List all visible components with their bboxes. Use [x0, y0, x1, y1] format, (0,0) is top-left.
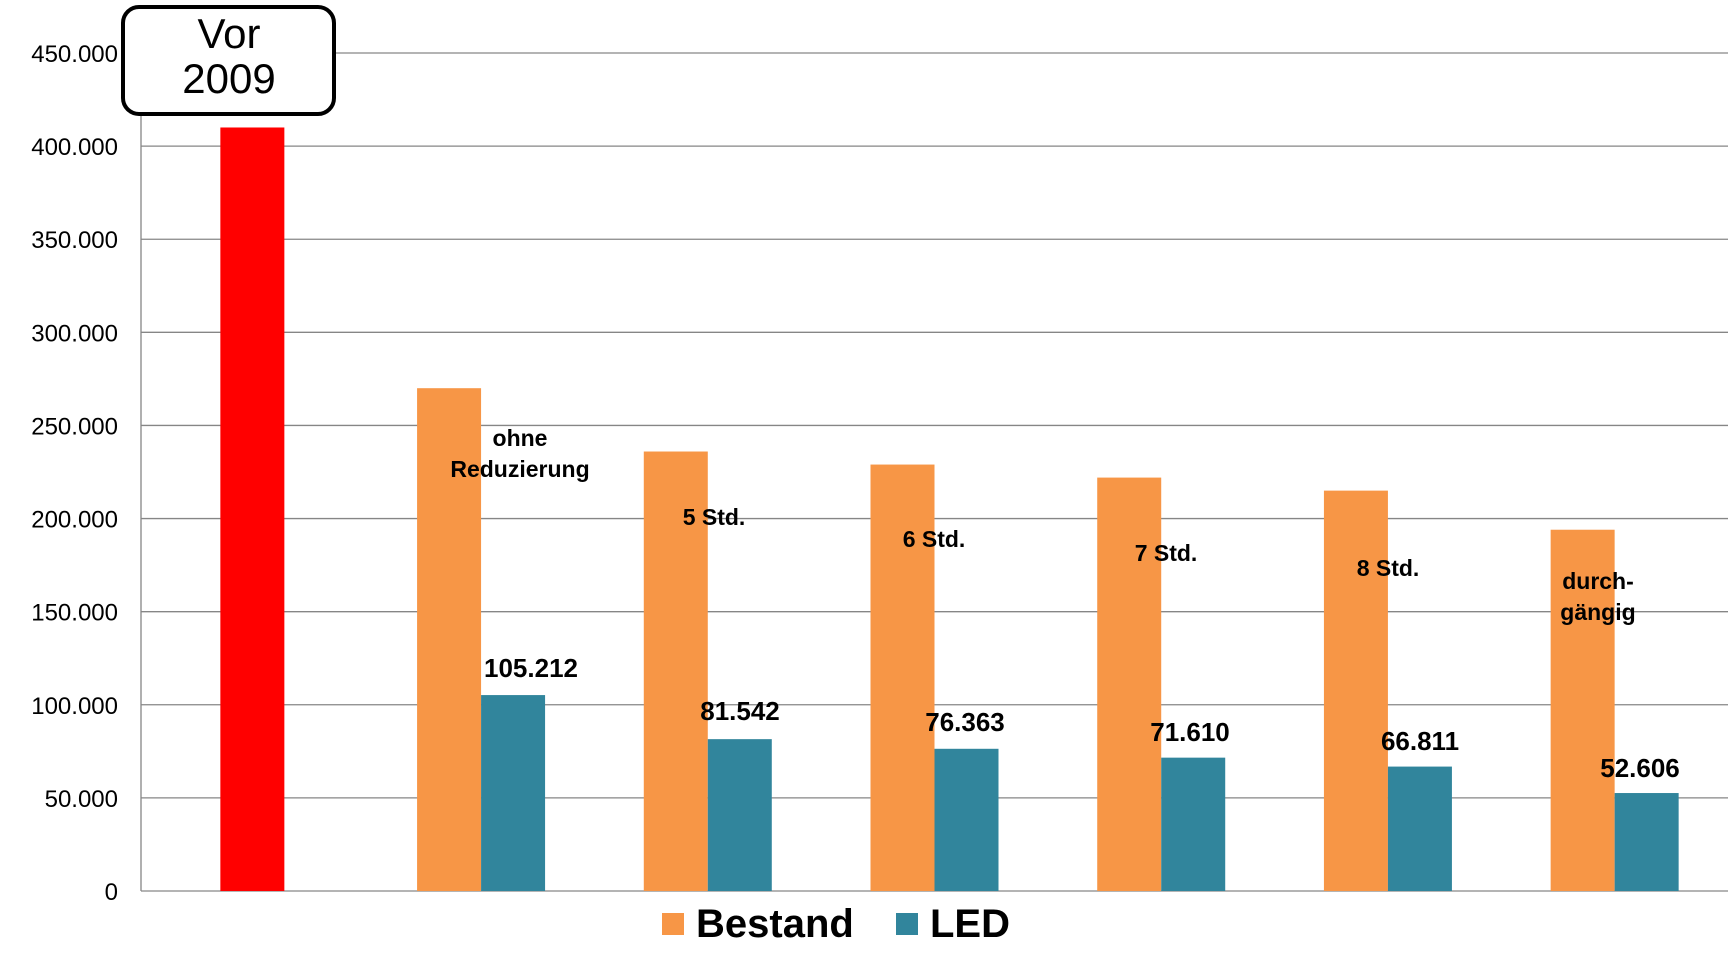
category-label: ohne: [493, 425, 548, 451]
category-label: 6 Std.: [903, 526, 966, 552]
led-value-label: 81.542: [700, 696, 780, 726]
legend-label-bestand: Bestand: [696, 902, 854, 946]
bar-led: [707, 739, 772, 891]
category-label: Reduzierung: [450, 456, 589, 482]
y-tick-label: 300.000: [31, 320, 118, 347]
category-label: 5 Std.: [683, 504, 746, 530]
y-tick-label: 0: [105, 879, 118, 906]
y-tick-label: 50.000: [45, 786, 118, 813]
bar-bestand: [643, 451, 708, 891]
callout-label: Vor: [197, 10, 260, 57]
category-label: 7 Std.: [1135, 540, 1198, 566]
led-value-label: 66.811: [1381, 726, 1459, 756]
bar-before-2009: [220, 127, 285, 891]
legend-swatch-led: [896, 913, 918, 935]
bar-led: [1161, 757, 1226, 891]
bar-bestand: [1323, 490, 1388, 891]
bar-bestand: [870, 464, 935, 891]
category-label: gängig: [1560, 599, 1635, 625]
callout-label: 2009: [182, 55, 275, 102]
y-tick-label: 450.000: [31, 41, 118, 68]
y-tick-label: 250.000: [31, 413, 118, 440]
y-tick-label: 200.000: [31, 507, 118, 534]
led-value-label: 105.212: [484, 653, 578, 683]
legend-swatch-bestand: [662, 913, 684, 935]
led-value-label: 52.606: [1600, 753, 1680, 783]
bar-bestand: [417, 388, 482, 891]
y-tick-label: 400.000: [31, 134, 118, 161]
y-tick-label: 100.000: [31, 693, 118, 720]
bar-led: [1614, 793, 1679, 891]
y-tick-label: 350.000: [31, 227, 118, 254]
category-label: 8 Std.: [1357, 555, 1420, 581]
led-value-label: 76.363: [925, 707, 1005, 737]
bar-bestand: [1550, 529, 1615, 891]
category-label: durch-: [1562, 568, 1634, 594]
bar-bestand: [1097, 477, 1162, 891]
bar-led: [481, 695, 546, 891]
bar-led: [934, 748, 999, 891]
callout-box: [121, 5, 336, 116]
led-value-label: 71.610: [1150, 717, 1230, 747]
bar-led: [1387, 766, 1452, 891]
y-tick-label: 150.000: [31, 600, 118, 627]
legend-label-led: LED: [930, 902, 1010, 946]
